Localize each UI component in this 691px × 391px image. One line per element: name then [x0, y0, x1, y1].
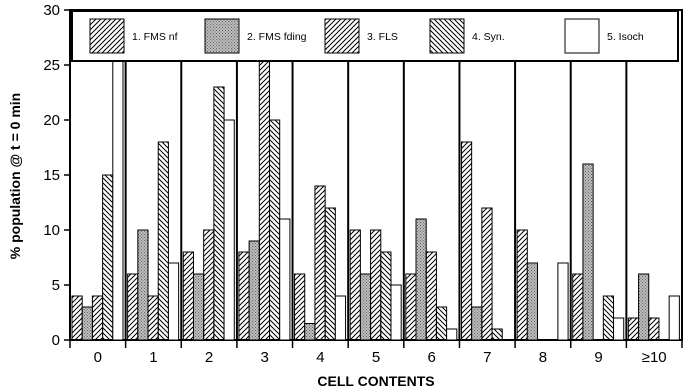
bar — [435, 306, 448, 341]
bar — [582, 163, 594, 341]
y-axis-title: % population @ t = 0 min — [7, 93, 23, 260]
x-tick-label: 6 — [427, 349, 435, 366]
bar — [446, 328, 458, 341]
bar — [638, 273, 650, 341]
bar — [349, 229, 361, 341]
bar — [516, 229, 528, 341]
x-tick-label: 9 — [594, 349, 602, 366]
bar — [526, 262, 538, 341]
bar — [557, 262, 569, 341]
bar — [648, 317, 660, 341]
bar — [279, 218, 291, 341]
bar — [167, 262, 180, 341]
bar — [71, 295, 83, 341]
bar — [405, 273, 417, 341]
bar — [157, 141, 169, 341]
legend-label: 4. Syn. — [472, 31, 505, 43]
bar — [471, 306, 483, 341]
x-tick-label: 1 — [149, 349, 157, 366]
bar — [491, 328, 503, 341]
x-axis-title: CELL CONTENTS — [317, 373, 434, 389]
y-tick-label: 25 — [43, 57, 60, 74]
bar — [334, 295, 347, 341]
bar — [627, 317, 640, 341]
y-tick-label: 5 — [52, 277, 60, 294]
bar — [127, 273, 139, 341]
bar — [147, 295, 159, 341]
x-tick-label: 2 — [205, 349, 213, 366]
bar-marks — [71, 9, 680, 341]
legend-label: 3. FLS — [367, 31, 398, 43]
bar — [258, 53, 271, 341]
y-tick-label: 0 — [52, 332, 60, 349]
x-tick-label: 8 — [539, 349, 547, 366]
x-tick-label: ≥10 — [642, 349, 667, 366]
bar — [324, 207, 336, 341]
bar — [304, 323, 316, 341]
bar — [269, 119, 281, 341]
legend-swatch — [564, 18, 600, 54]
bar — [203, 229, 215, 341]
bar — [238, 251, 250, 341]
bar — [102, 174, 114, 341]
x-tick-label: 3 — [261, 349, 269, 366]
bar — [248, 240, 260, 341]
x-tick-label: 0 — [94, 349, 102, 366]
bar — [380, 251, 392, 341]
bar — [668, 295, 680, 341]
category-separators — [124, 10, 628, 340]
legend-swatch — [324, 18, 360, 54]
bar — [81, 306, 93, 341]
legend: 1. FMS nf 2. FMS fding 3. FLS 4. Syn. 5. Iso… — [71, 10, 679, 62]
bar — [481, 207, 493, 341]
x-tick-label: 4 — [316, 349, 324, 366]
bar — [602, 295, 615, 341]
x-tick-label: 7 — [483, 349, 491, 366]
bar — [213, 86, 225, 341]
legend-label: 5. Isoch — [607, 31, 644, 43]
bar — [192, 273, 205, 341]
y-tick-label: 10 — [43, 222, 60, 239]
bar — [390, 284, 402, 341]
bar — [359, 273, 372, 341]
legend-swatch — [204, 18, 240, 54]
bar — [294, 273, 306, 341]
legend-swatch — [429, 18, 465, 54]
bar — [415, 218, 427, 341]
bar — [223, 119, 235, 341]
bar — [91, 295, 104, 341]
bar — [137, 229, 149, 341]
y-tick-label: 20 — [43, 112, 60, 129]
bar — [182, 251, 194, 341]
legend-label: 2. FMS fding — [247, 31, 307, 43]
legend-label: 1. FMS nf — [132, 31, 178, 43]
y-tick-label: 15 — [43, 167, 60, 184]
bar — [370, 229, 382, 341]
bar — [613, 317, 625, 341]
x-tick-label: 5 — [372, 349, 380, 366]
bar — [425, 251, 437, 341]
bar — [460, 141, 473, 341]
x-axis: 0 1 2 3 4 5 6 7 8 9 ≥10 — [69, 340, 683, 366]
y-axis: 0 5 10 15 20 25 30 — [43, 2, 70, 349]
bar — [314, 185, 326, 341]
legend-swatch — [89, 18, 125, 54]
bar — [572, 273, 584, 341]
y-tick-label: 30 — [43, 2, 60, 19]
